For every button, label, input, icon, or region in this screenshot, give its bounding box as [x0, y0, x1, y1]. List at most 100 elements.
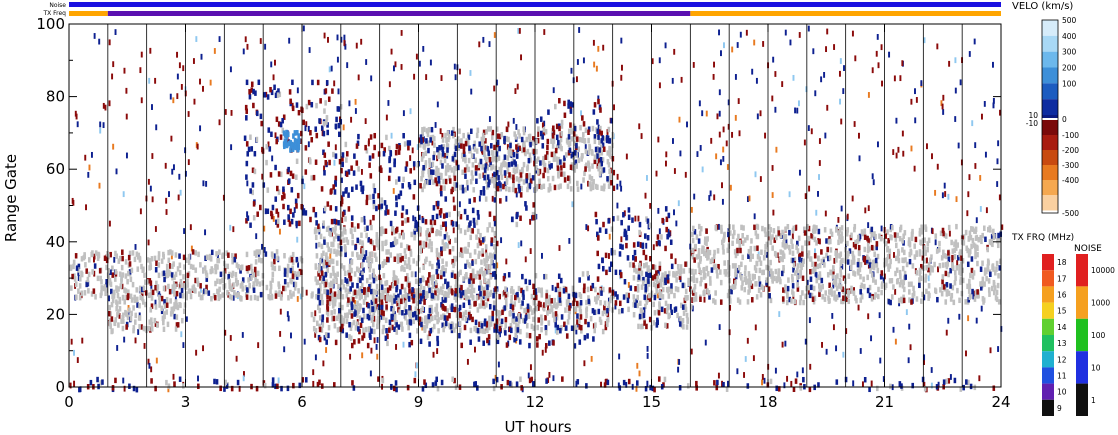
scatter-cell — [545, 150, 549, 157]
speckle — [746, 337, 749, 344]
scatter-cell — [346, 239, 350, 246]
scatter-cell — [421, 217, 425, 224]
scatter-cell — [965, 245, 969, 251]
scatter-cell — [308, 157, 312, 164]
scatter-cell — [467, 157, 471, 164]
scatter-cell — [375, 305, 378, 311]
speckle — [810, 128, 813, 135]
scatter-cell — [433, 219, 437, 226]
scatter-cell — [438, 145, 441, 151]
scatter-cell — [448, 175, 451, 181]
scatter-cell — [252, 281, 255, 287]
scatter-cell — [498, 145, 501, 152]
scatter-cell — [330, 310, 333, 316]
scatter-cell — [259, 113, 263, 120]
scatter-cell — [418, 240, 422, 246]
scatter-cell — [693, 244, 697, 250]
scatter-cell — [526, 183, 530, 189]
scatter-cell — [340, 263, 343, 269]
scatter-cell — [491, 177, 494, 184]
speckle — [303, 183, 306, 190]
scatter-cell — [945, 282, 949, 288]
scatter-cell — [477, 214, 480, 220]
speckle — [274, 59, 276, 66]
scatter-cell — [274, 290, 278, 296]
speckle — [825, 348, 828, 355]
speckle — [224, 329, 227, 336]
scatter-cell — [829, 247, 833, 253]
speckle — [375, 344, 378, 350]
scatter-cell — [830, 291, 834, 297]
scatter-cell — [481, 328, 485, 334]
speckle — [154, 321, 157, 327]
speckle — [940, 100, 943, 107]
scatter-cell — [430, 241, 433, 247]
scatter-cell — [505, 126, 509, 132]
scatter-cell — [734, 252, 738, 259]
scatter-cell — [481, 132, 485, 139]
scatter-cell — [868, 246, 871, 252]
scatter-cell — [469, 220, 472, 226]
speckle — [297, 261, 300, 268]
scatter-cell — [205, 276, 209, 282]
scatter-cell — [445, 137, 448, 143]
speckle — [968, 51, 971, 57]
speckle — [432, 351, 435, 358]
scatter-cell — [317, 267, 321, 274]
scatter-cell — [835, 257, 838, 263]
scatter-cell — [942, 249, 945, 256]
speckle — [376, 353, 379, 360]
scatter-cell — [481, 164, 484, 170]
scatter-cell — [985, 275, 988, 282]
scatter-cell — [913, 243, 917, 249]
scatter-cell — [274, 293, 278, 299]
scatter-cell — [522, 129, 526, 136]
scatter-cell — [938, 262, 942, 269]
scatter-cell — [719, 299, 723, 305]
scatter-cell — [210, 249, 214, 256]
scatter-cell — [424, 219, 428, 225]
scatter-cell — [262, 182, 266, 188]
speckle — [592, 323, 595, 330]
speckle — [149, 47, 152, 54]
scatter-cell — [555, 123, 559, 130]
scatter-cell — [679, 264, 683, 270]
scatter-cell — [858, 266, 862, 273]
scatter-cell — [269, 280, 273, 287]
scatter-cell — [336, 106, 340, 112]
speckle — [797, 100, 800, 107]
speckle — [349, 353, 352, 360]
scatter-cell — [182, 308, 186, 315]
scatter-cell — [207, 290, 211, 296]
scatter-cell — [700, 276, 703, 283]
scatter-cell — [567, 134, 571, 140]
scatter-cell — [901, 247, 904, 253]
speckle — [893, 75, 896, 82]
scatter-cell — [194, 267, 198, 273]
scatter-cell — [174, 283, 177, 289]
scatter-cell — [716, 248, 720, 254]
scatter-cell — [528, 172, 531, 179]
scatter-cell — [664, 300, 668, 307]
scatter-cell — [517, 177, 521, 183]
speckle — [597, 45, 600, 52]
speckle — [727, 123, 730, 130]
scatter-cell — [196, 277, 199, 283]
scatter-cell — [323, 236, 326, 242]
scatter-cell — [406, 273, 409, 279]
scatter-cell — [352, 319, 356, 326]
scatter-cell — [372, 193, 375, 200]
scatter-cell — [144, 301, 147, 308]
scatter-cell — [455, 160, 459, 166]
scatter-cell — [276, 218, 280, 224]
scatter-cell — [517, 129, 520, 135]
scatter-cell — [133, 319, 137, 325]
scatter-cell — [419, 284, 423, 290]
speckle — [557, 295, 560, 302]
scatter-cell — [419, 308, 423, 314]
scatter-cell — [485, 281, 488, 287]
scatter-cell — [120, 264, 124, 271]
scatter-cell — [170, 250, 174, 256]
scatter-cell — [726, 292, 730, 299]
scatter-cell — [144, 326, 147, 332]
